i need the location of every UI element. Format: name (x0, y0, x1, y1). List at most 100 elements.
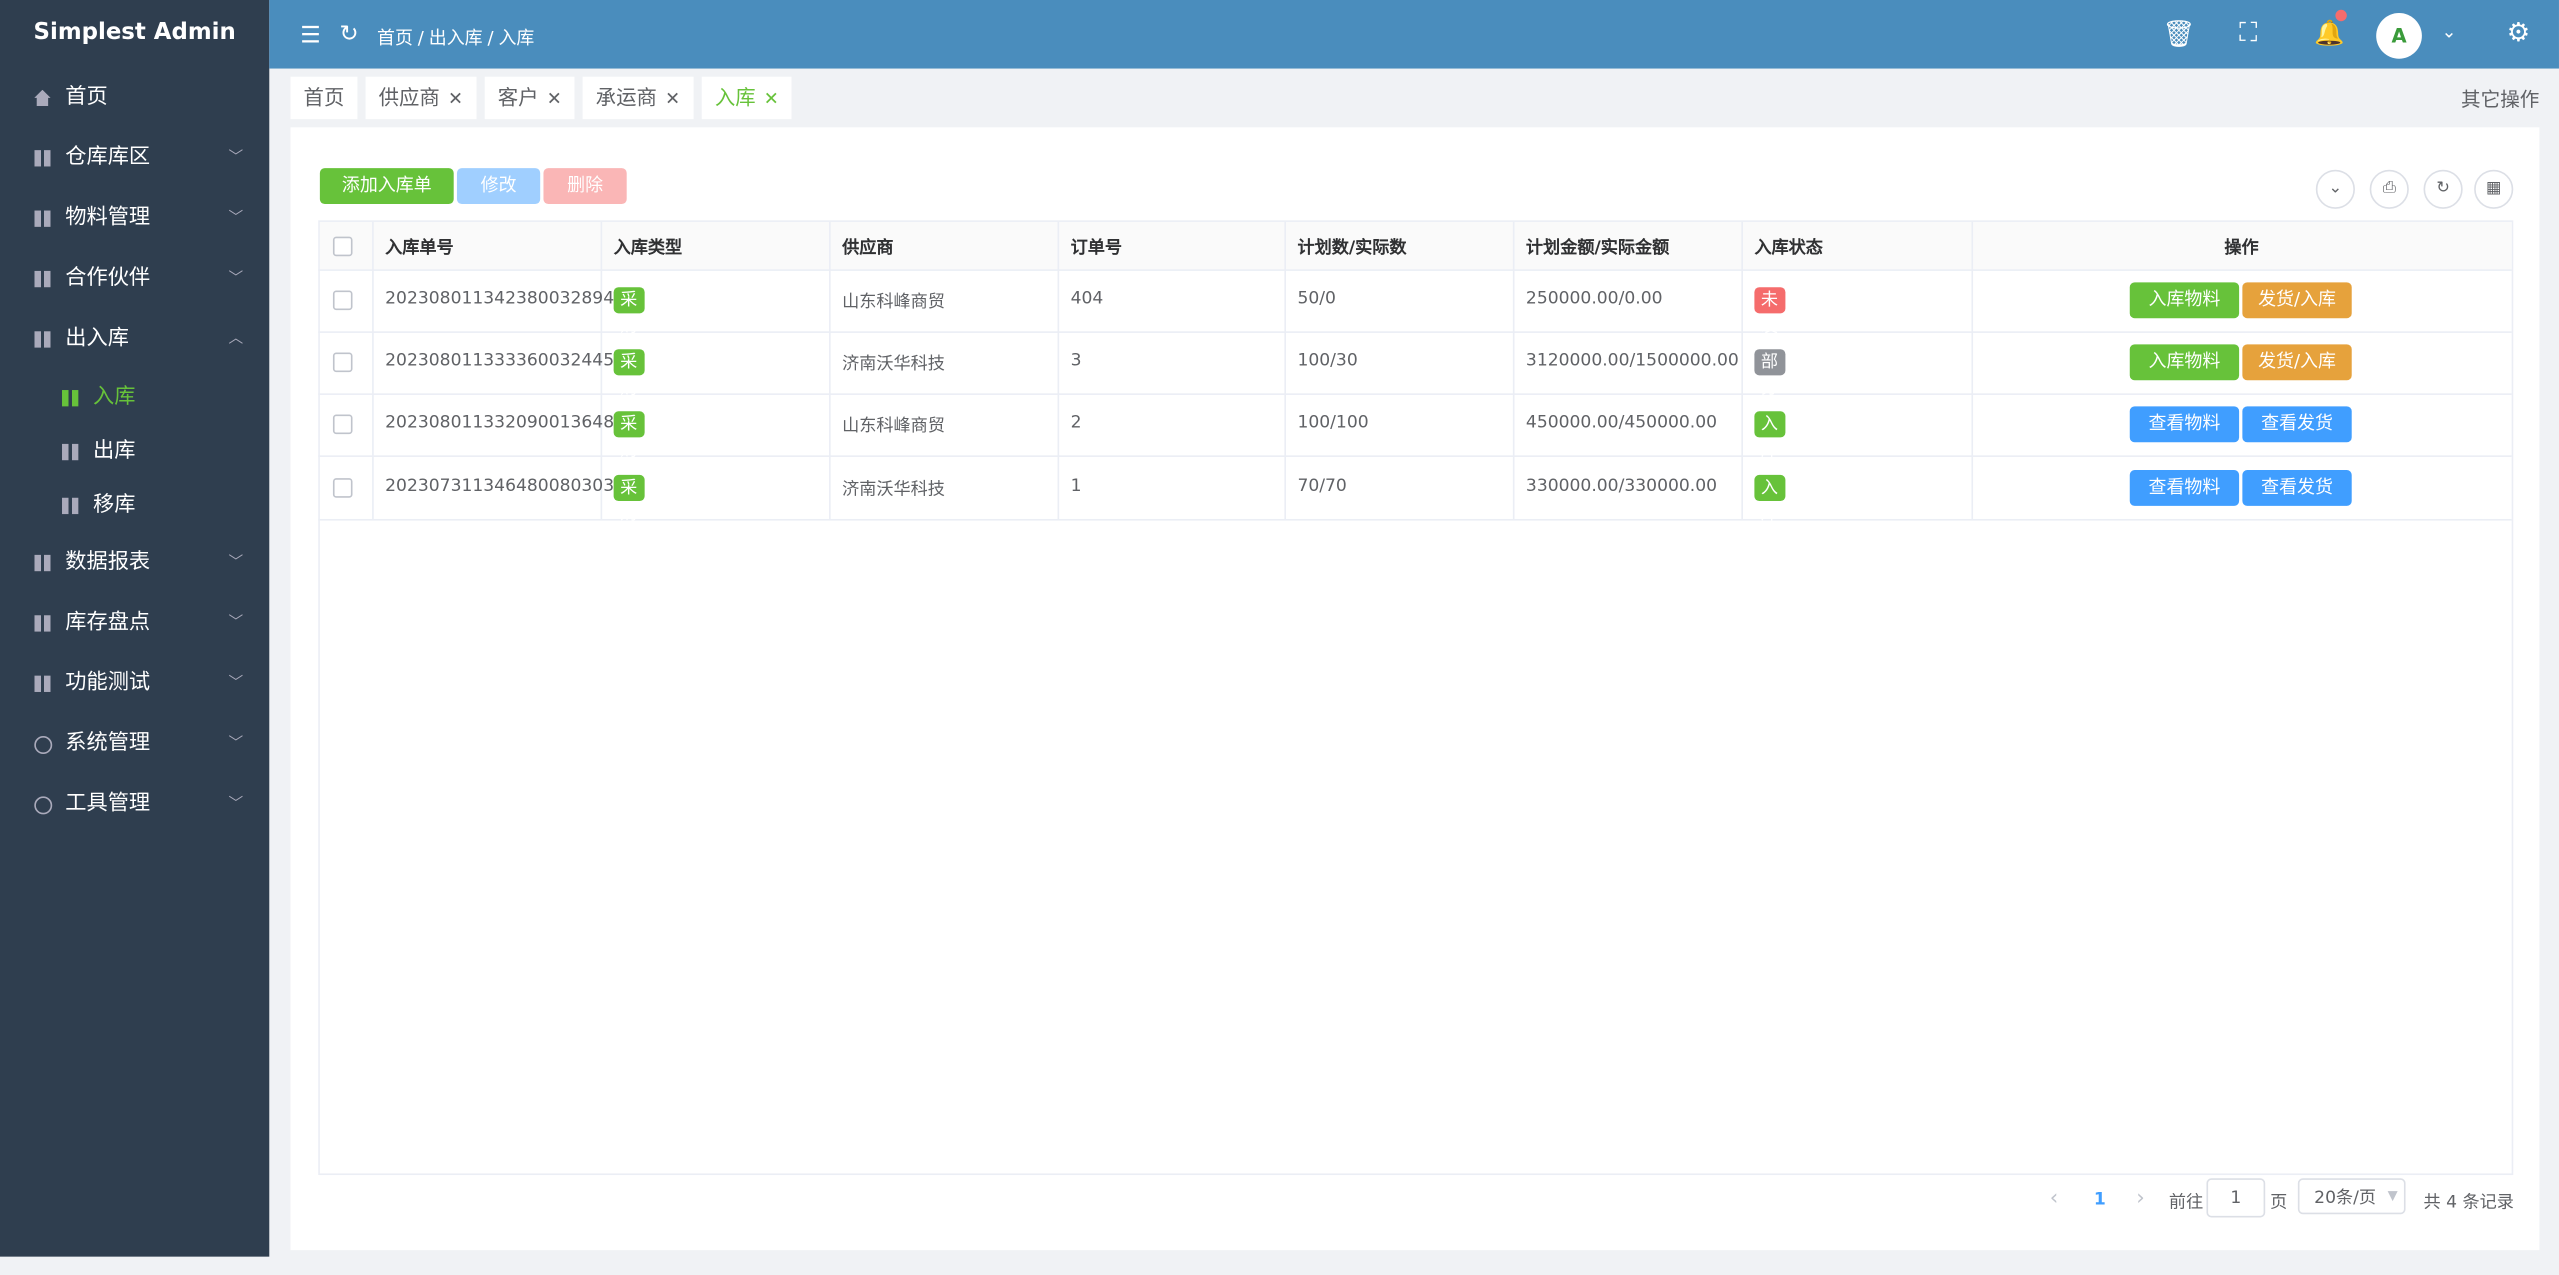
badge (2335, 9, 2347, 22)
tab[interactable]: 入库 ✕ (701, 76, 792, 120)
menu-item[interactable]: 数据报表 ﹀ (0, 534, 269, 593)
row-checkbox[interactable] (332, 478, 353, 498)
column-divider (372, 221, 374, 519)
submenu-item[interactable]: 移库 (0, 477, 269, 536)
tab-close[interactable]: ✕ (448, 88, 464, 110)
action-button[interactable]: 入库物料 (2129, 344, 2240, 381)
toolbar-icon[interactable]: ⌄ (2315, 169, 2355, 209)
row-checkbox[interactable] (332, 414, 353, 435)
menu-icon (34, 270, 51, 288)
menu-arrow: ﹀ (228, 675, 244, 692)
column-divider (1512, 221, 1515, 519)
menu-item[interactable]: 系统管理 ﹀ (0, 715, 269, 774)
toolbar-icon[interactable]: ↻ (2423, 169, 2463, 209)
action-button[interactable]: 发货/入库 (2242, 344, 2352, 381)
tab-close[interactable]: ✕ (763, 88, 779, 110)
next-page[interactable]: › (2136, 1186, 2145, 1211)
menu-item[interactable]: 首页 (0, 69, 269, 128)
menu-icon (34, 554, 51, 572)
row-divider (318, 393, 2512, 395)
menu-label: 功能测试 (65, 670, 151, 696)
supplier: 济南沃华科技 (842, 479, 945, 500)
breadcrumb-item: 入库 (498, 27, 535, 49)
action-button[interactable]: 查看物料 (2129, 470, 2240, 506)
menu-label: 库存盘点 (65, 610, 151, 635)
total-count: 共 4 条记录 (2423, 1192, 2514, 1213)
header-checkbox[interactable] (332, 236, 353, 257)
menu-item[interactable]: 仓库库区 ﹀ (0, 129, 269, 188)
submenu-icon (62, 443, 79, 461)
menu-label: 合作伙伴 (65, 266, 151, 291)
column-divider (1971, 221, 1974, 519)
submenu-item[interactable]: 入库 (0, 369, 269, 428)
column-header: 供应商 (842, 238, 894, 258)
tab-close[interactable]: ✕ (546, 88, 562, 110)
tab[interactable]: 首页 (290, 76, 358, 120)
column-header: 计划金额/实际金额 (1525, 238, 1670, 258)
tab[interactable]: 客户 ✕ (484, 76, 575, 120)
tab-close[interactable]: ✕ (665, 88, 681, 110)
type-tag: 采购入库 (613, 287, 644, 388)
edit-button[interactable]: 修改 (456, 168, 541, 204)
delete-button[interactable]: 删除 (543, 168, 627, 204)
avatar[interactable]: A (2376, 13, 2422, 59)
tab-label: 首页 (303, 84, 345, 110)
refresh[interactable]: ↻ (339, 21, 359, 48)
submenu-item[interactable]: 出库 (0, 423, 269, 482)
menu-item[interactable]: 库存盘点 ﹀ (0, 594, 269, 653)
current-page[interactable]: 1 (2093, 1189, 2106, 1210)
submenu-icon (62, 390, 79, 407)
prev-page[interactable]: ‹ (2049, 1186, 2059, 1211)
action-button[interactable]: 发货/入库 (2242, 282, 2352, 319)
menu-label: 系统管理 (65, 731, 151, 756)
menu-arrow: ﹀ (228, 796, 244, 813)
tab[interactable]: 供应商 ✕ (365, 76, 477, 120)
tab[interactable]: 承运商 ✕ (582, 76, 694, 120)
bell-icon[interactable]: 🔔 (2314, 17, 2345, 48)
menu-icon (34, 331, 51, 348)
row-checkbox[interactable] (332, 352, 353, 373)
status-tag: 未发货 (1754, 287, 1785, 362)
supplier: 济南沃华科技 (842, 354, 945, 374)
action-button[interactable]: 查看物料 (2129, 406, 2240, 443)
fullscreen-icon[interactable]: ⛶ (2239, 16, 2258, 48)
column-header: 计划数/实际数 (1297, 238, 1407, 258)
menu-label: 仓库库区 (65, 145, 151, 170)
trash-icon[interactable]: 🗑 (2162, 17, 2196, 49)
menu-item[interactable]: 功能测试 ﹀ (0, 654, 269, 713)
menu-icon (34, 736, 53, 754)
order-no: 3 (1070, 350, 1082, 371)
column-divider (1057, 221, 1060, 519)
type-tag: 采购入库 (613, 411, 644, 512)
page-unit: 页 (2270, 1192, 2288, 1213)
column-divider (1741, 221, 1743, 519)
breadcrumb-item[interactable]: 出入库 (428, 27, 483, 49)
action-button[interactable]: 入库物料 (2129, 282, 2240, 319)
action-button[interactable]: 查看发货 (2242, 470, 2352, 506)
menu-item[interactable]: 工具管理 ﹀ (0, 775, 269, 834)
column-header: 入库单号 (385, 238, 454, 258)
add-button[interactable]: 添加入库单 (319, 168, 454, 204)
tabs-bar: 其它操作 首页 供应商 ✕ 客户 ✕ 承运商 ✕ 入库 ✕ (269, 69, 2559, 124)
row-divider (318, 518, 2512, 521)
toolbar-icon[interactable]: ⎙ (2369, 169, 2409, 209)
breadcrumb-item[interactable]: 首页 (376, 27, 413, 49)
avatar-dropdown[interactable]: ⌄ (2441, 21, 2457, 43)
submenu-label: 出库 (93, 439, 136, 464)
menu-toggle[interactable]: ☰ (300, 22, 321, 49)
settings-icon[interactable]: ⚙ (2506, 16, 2531, 48)
supplier: 山东科峰商贸 (842, 292, 945, 312)
page-size-select[interactable]: 20条/页 (2297, 1178, 2406, 1215)
menu-item[interactable]: 合作伙伴 ﹀ (0, 250, 269, 309)
goto-label: 前往 (2168, 1192, 2204, 1213)
other-ops[interactable]: 其它操作 (2461, 88, 2540, 111)
goto-input[interactable]: 1 (2206, 1178, 2266, 1218)
column-divider (1284, 221, 1287, 519)
tab-label: 供应商 (378, 84, 440, 110)
menu-item[interactable]: 物料管理 ﹀ (0, 189, 269, 248)
status-tag: 入库完成 (1754, 411, 1785, 512)
action-button[interactable]: 查看发货 (2242, 406, 2352, 443)
menu-item[interactable]: 出入库 ︿ (0, 310, 269, 369)
row-checkbox[interactable] (332, 290, 353, 311)
toolbar-icon[interactable]: ▦ (2474, 169, 2514, 209)
